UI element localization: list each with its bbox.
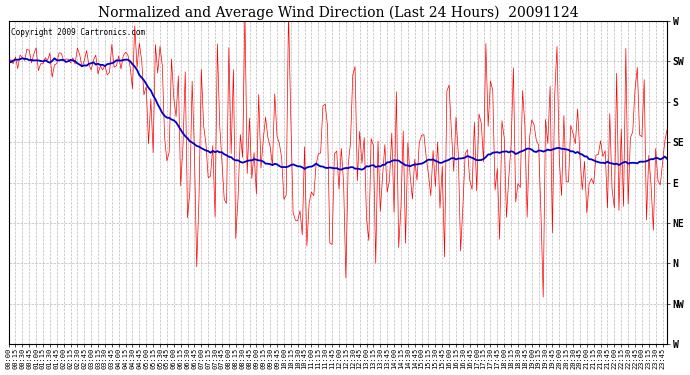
Title: Normalized and Average Wind Direction (Last 24 Hours)  20091124: Normalized and Average Wind Direction (L… <box>97 6 578 20</box>
Text: Copyright 2009 Cartronics.com: Copyright 2009 Cartronics.com <box>10 28 145 37</box>
